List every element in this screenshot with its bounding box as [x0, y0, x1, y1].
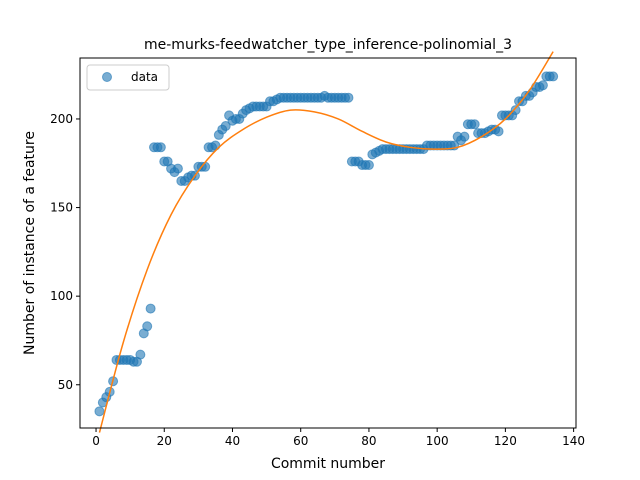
data-point: [537, 80, 548, 91]
x-tick-label: 0: [92, 434, 100, 448]
x-tick-label: 80: [361, 434, 376, 448]
data-point: [210, 140, 221, 151]
data-point: [363, 160, 374, 171]
data-point: [220, 121, 231, 132]
data-point: [469, 119, 480, 130]
data-point: [155, 142, 166, 153]
axes-frame: [79, 57, 577, 429]
data-point: [548, 71, 559, 82]
plot-area: [94, 51, 559, 433]
legend-label-data: data: [131, 70, 158, 84]
legend-marker-data: [102, 72, 112, 82]
y-tick-label: 200: [50, 112, 73, 126]
y-axis-label: Number of instance of a feature: [22, 131, 38, 355]
data-point: [94, 406, 105, 417]
x-tick-label: 120: [494, 434, 517, 448]
data-point: [343, 92, 354, 103]
y-tick-label: 150: [50, 201, 73, 215]
data-point: [459, 131, 470, 142]
data-point: [493, 126, 504, 137]
x-tick-label: 140: [562, 434, 585, 448]
polynomial-fit-line: [98, 51, 554, 433]
data-point: [142, 321, 153, 332]
data-point: [172, 163, 183, 174]
legend: data: [86, 64, 170, 91]
x-tick-label: 60: [293, 434, 308, 448]
x-tick-label: 20: [157, 434, 172, 448]
y-tick-label: 50: [58, 378, 73, 392]
x-tick-label: 100: [426, 434, 449, 448]
data-point: [510, 105, 521, 116]
y-tick-label: 100: [50, 289, 73, 303]
x-tick-label: 40: [225, 434, 240, 448]
data-point: [145, 303, 156, 314]
data-point: [135, 349, 146, 360]
legend-box: [86, 64, 170, 91]
x-axis-label: Commit number: [271, 456, 385, 472]
axis-ticks: 0 20 40 60 80 100 120 140 50 100 150 200: [50, 112, 585, 448]
chart-title: me-murks-feedwatcher_type_inference-poli…: [144, 37, 512, 53]
